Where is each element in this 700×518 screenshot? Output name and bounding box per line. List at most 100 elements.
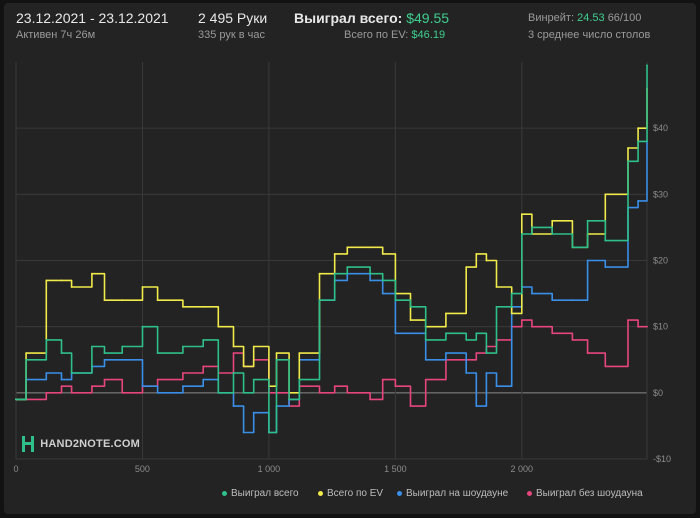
- data-point: [103, 352, 106, 354]
- data-point: [121, 299, 124, 302]
- winrate-value: 24.53: [577, 12, 605, 24]
- legend-label: Выиграл без шоудауна: [536, 488, 643, 499]
- data-point: [531, 292, 533, 295]
- data-point: [394, 385, 397, 388]
- legend-label: Выиграл всего: [231, 488, 299, 499]
- data-point: [91, 385, 93, 388]
- data-point: [394, 332, 397, 335]
- data-point: [288, 398, 290, 401]
- data-point: [232, 405, 235, 407]
- data-point: [586, 352, 589, 354]
- data-point: [409, 405, 412, 407]
- data-point: [202, 339, 205, 341]
- legend-showdown[interactable]: Выиграл на шоудауне: [397, 488, 508, 499]
- data-point: [409, 319, 412, 321]
- data-point: [485, 372, 488, 374]
- y-tick-label: $10: [653, 322, 668, 332]
- won-total-value: $49.55: [406, 10, 450, 26]
- data-point: [586, 259, 589, 262]
- legend-ev-total[interactable]: Всего по EV: [318, 488, 383, 499]
- data-point: [25, 358, 27, 361]
- data-point: [156, 378, 159, 381]
- data-point: [121, 391, 124, 394]
- legend-dot: [318, 490, 323, 496]
- data-point: [202, 305, 205, 308]
- data-point: [646, 64, 648, 67]
- data-point: [91, 272, 93, 275]
- data-point: [70, 391, 73, 394]
- x-tick-label: 1 500: [384, 464, 407, 474]
- data-point: [275, 358, 278, 361]
- data-point: [91, 345, 93, 348]
- data-point: [369, 272, 371, 275]
- data-point: [156, 299, 159, 302]
- data-point: [103, 378, 106, 381]
- legend-dot: [397, 490, 402, 496]
- data-point: [252, 378, 255, 381]
- data-point: [381, 292, 384, 295]
- series-line-0: [16, 65, 648, 434]
- data-point: [637, 200, 639, 202]
- data-point: [252, 411, 255, 414]
- data-point: [445, 312, 447, 315]
- logo: HAND2NOTE.COM: [22, 436, 140, 452]
- data-point: [571, 339, 574, 341]
- data-point: [333, 253, 336, 255]
- data-point: [232, 352, 235, 354]
- y-tick-label: $20: [653, 256, 668, 266]
- data-point: [510, 312, 513, 315]
- data-point: [475, 352, 478, 354]
- data-point: [298, 352, 301, 354]
- data-point: [318, 391, 321, 394]
- data-point: [394, 299, 397, 302]
- data-point: [25, 352, 27, 354]
- x-tick-label: 1 000: [258, 464, 281, 474]
- avg-tables: 3 среднее число столов: [528, 29, 651, 41]
- data-point: [409, 332, 412, 335]
- data-point: [298, 378, 301, 381]
- data-point: [520, 233, 523, 235]
- data-point: [202, 365, 205, 368]
- data-point: [45, 391, 48, 394]
- data-point: [60, 378, 63, 381]
- hands-per-hour: 335 рук в час: [198, 29, 266, 41]
- data-point: [424, 378, 427, 381]
- data-point: [202, 378, 205, 381]
- data-point: [141, 325, 144, 328]
- data-point: [475, 332, 478, 335]
- data-point: [60, 385, 63, 388]
- data-point: [369, 246, 371, 249]
- data-point: [627, 147, 629, 149]
- data-point: [381, 378, 384, 381]
- data-point: [268, 431, 270, 434]
- data-point: [156, 352, 159, 354]
- legend-won-total[interactable]: Выиграл всего: [222, 488, 299, 499]
- legend-dot: [527, 490, 532, 496]
- data-point: [156, 391, 159, 394]
- data-point: [60, 352, 63, 354]
- data-point: [465, 266, 468, 268]
- legend-no-showdown[interactable]: Выиграл без шоудауна: [527, 488, 643, 499]
- data-point: [475, 405, 478, 407]
- y-tick-label: -$10: [653, 454, 671, 464]
- data-point: [60, 279, 63, 282]
- data-point: [242, 365, 245, 368]
- data-point: [604, 193, 607, 196]
- data-point: [531, 226, 533, 229]
- data-point: [571, 299, 574, 302]
- logo-mark: [22, 436, 34, 452]
- data-point: [627, 160, 629, 163]
- data-point: [121, 345, 124, 348]
- data-point: [495, 286, 498, 288]
- x-tick-label: 2 000: [511, 464, 534, 474]
- data-point: [586, 219, 589, 222]
- data-point: [318, 272, 321, 275]
- data-point: [45, 339, 48, 341]
- x-tick-label: 0: [13, 464, 18, 474]
- data-point: [604, 266, 607, 268]
- data-point: [495, 305, 498, 308]
- data-point: [531, 325, 533, 328]
- data-point: [346, 246, 349, 249]
- data-point: [70, 286, 73, 288]
